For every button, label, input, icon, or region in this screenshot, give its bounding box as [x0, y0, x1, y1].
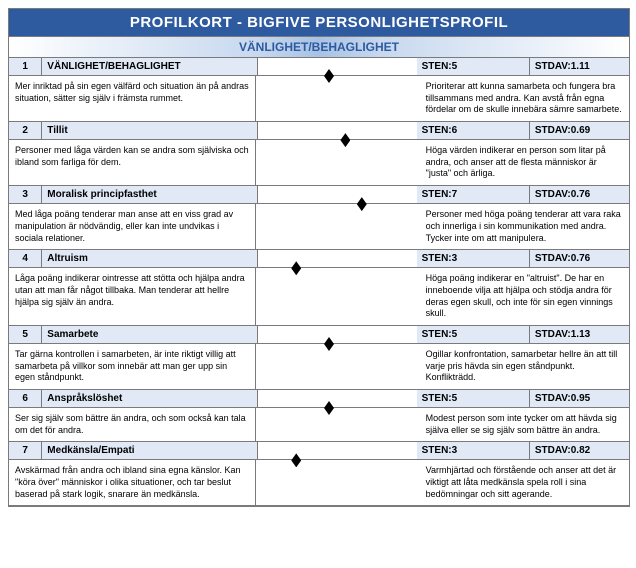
high-description: Höga värden indikerar en person som lita…: [420, 140, 629, 185]
sten-value: 5: [452, 329, 458, 340]
sten-value: 7: [452, 189, 458, 200]
trait-body-row: Avskärmad från andra och ibland sina egn…: [9, 460, 629, 506]
sten-cell: STEN: 3: [417, 250, 530, 267]
stdav-cell: STDAV: 0.82: [530, 442, 629, 459]
trait-number: 1: [9, 58, 42, 75]
stdav-label: STDAV:: [535, 445, 571, 456]
sten-cell: STEN: 7: [417, 186, 530, 203]
trait-body-row: Tar gärna kontrollen i samarbeten, är in…: [9, 344, 629, 390]
profile-card: PROFILKORT - BIGFIVE PERSONLIGHETSPROFIL…: [8, 8, 630, 507]
sten-cell: STEN: 5: [417, 390, 530, 407]
low-description: Avskärmad från andra och ibland sina egn…: [9, 460, 256, 505]
trait-number: 3: [9, 186, 42, 203]
trait-number: 2: [9, 122, 42, 139]
title-bar: PROFILKORT - BIGFIVE PERSONLIGHETSPROFIL: [9, 9, 629, 36]
high-description: Personer med höga poäng tenderar att var…: [420, 204, 629, 249]
trait-body-row: Med låga poäng tenderar man anse att en …: [9, 204, 629, 250]
low-description: Låga poäng indikerar ointresse att stött…: [9, 268, 256, 325]
sten-label: STEN:: [422, 253, 452, 264]
low-description: Ser sig själv som bättre än andra, och s…: [9, 408, 256, 441]
trait-body-row: Ser sig själv som bättre än andra, och s…: [9, 408, 629, 442]
sten-cell: STEN: 5: [417, 58, 530, 75]
trait-number: 6: [9, 390, 42, 407]
stdav-cell: STDAV: 1.13: [530, 326, 629, 343]
sten-cell: STEN: 3: [417, 442, 530, 459]
sten-label: STEN:: [422, 393, 452, 404]
trait-name: Altruism: [42, 250, 257, 267]
stdav-value: 0.76: [571, 253, 590, 264]
trait-name: Samarbete: [42, 326, 257, 343]
high-description: Varmhjärtad och förstående och anser att…: [420, 460, 629, 505]
trait-body-row: Mer inriktad på sin egen välfärd och sit…: [9, 76, 629, 122]
stdav-value: 0.95: [571, 393, 590, 404]
low-description: Personer med låga värden kan se andra so…: [9, 140, 256, 185]
trait-name: Anspråkslöshet: [42, 390, 257, 407]
trait-header-row: 5SamarbeteSTEN: 5STDAV: 1.13: [9, 326, 629, 344]
stdav-value: 0.76: [571, 189, 590, 200]
trait-header-row: 2TillitSTEN: 6STDAV: 0.69: [9, 122, 629, 140]
sten-label: STEN:: [422, 189, 452, 200]
stdav-label: STDAV:: [535, 189, 571, 200]
trait-header-row: 6AnspråkslöshetSTEN: 5STDAV: 0.95: [9, 390, 629, 408]
sten-label: STEN:: [422, 125, 452, 136]
stdav-label: STDAV:: [535, 61, 571, 72]
stdav-value: 0.69: [571, 125, 590, 136]
stdav-label: STDAV:: [535, 329, 571, 340]
trait-name: Tillit: [42, 122, 257, 139]
stdav-cell: STDAV: 0.69: [530, 122, 629, 139]
sten-label: STEN:: [422, 445, 452, 456]
trait-number: 4: [9, 250, 42, 267]
trait-header-row: 7Medkänsla/EmpatiSTEN: 3STDAV: 0.82: [9, 442, 629, 460]
sten-cell: STEN: 6: [417, 122, 530, 139]
stdav-label: STDAV:: [535, 253, 571, 264]
sten-value: 5: [452, 61, 458, 72]
trait-name: Moralisk principfasthet: [42, 186, 257, 203]
stdav-value: 1.13: [571, 329, 590, 340]
sten-value: 3: [452, 445, 458, 456]
low-description: Mer inriktad på sin egen välfärd och sit…: [9, 76, 256, 121]
sten-value: 5: [452, 393, 458, 404]
stdav-cell: STDAV: 0.95: [530, 390, 629, 407]
trait-header-row: 1VÄNLIGHET/BEHAGLIGHETSTEN: 5STDAV: 1.11: [9, 58, 629, 76]
sten-label: STEN:: [422, 329, 452, 340]
trait-body-row: Personer med låga värden kan se andra so…: [9, 140, 629, 186]
stdav-label: STDAV:: [535, 393, 571, 404]
stdav-cell: STDAV: 1.11: [530, 58, 629, 75]
sten-value: 3: [452, 253, 458, 264]
trait-number: 7: [9, 442, 42, 459]
high-description: Ogillar konfrontation, samarbetar hellre…: [420, 344, 629, 389]
subtitle-bar: VÄNLIGHET/BEHAGLIGHET: [9, 36, 629, 58]
high-description: Modest person som inte tycker om att häv…: [420, 408, 629, 441]
low-description: Tar gärna kontrollen i samarbeten, är in…: [9, 344, 256, 389]
stdav-value: 1.11: [571, 61, 590, 72]
low-description: Med låga poäng tenderar man anse att en …: [9, 204, 256, 249]
trait-name: VÄNLIGHET/BEHAGLIGHET: [42, 58, 257, 75]
sten-label: STEN:: [422, 61, 452, 72]
high-description: Prioriterar att kunna samarbeta och fung…: [420, 76, 629, 121]
sten-value: 6: [452, 125, 458, 136]
trait-header-row: 4AltruismSTEN: 3STDAV: 0.76: [9, 250, 629, 268]
stdav-cell: STDAV: 0.76: [530, 250, 629, 267]
trait-header-row: 3Moralisk principfasthetSTEN: 7STDAV: 0.…: [9, 186, 629, 204]
sten-cell: STEN: 5: [417, 326, 530, 343]
stdav-value: 0.82: [571, 445, 590, 456]
trait-name: Medkänsla/Empati: [42, 442, 257, 459]
trait-body-row: Låga poäng indikerar ointresse att stött…: [9, 268, 629, 326]
stdav-cell: STDAV: 0.76: [530, 186, 629, 203]
stdav-label: STDAV:: [535, 125, 571, 136]
trait-number: 5: [9, 326, 42, 343]
high-description: Höga poäng indikerar en "altruist". De h…: [420, 268, 629, 325]
